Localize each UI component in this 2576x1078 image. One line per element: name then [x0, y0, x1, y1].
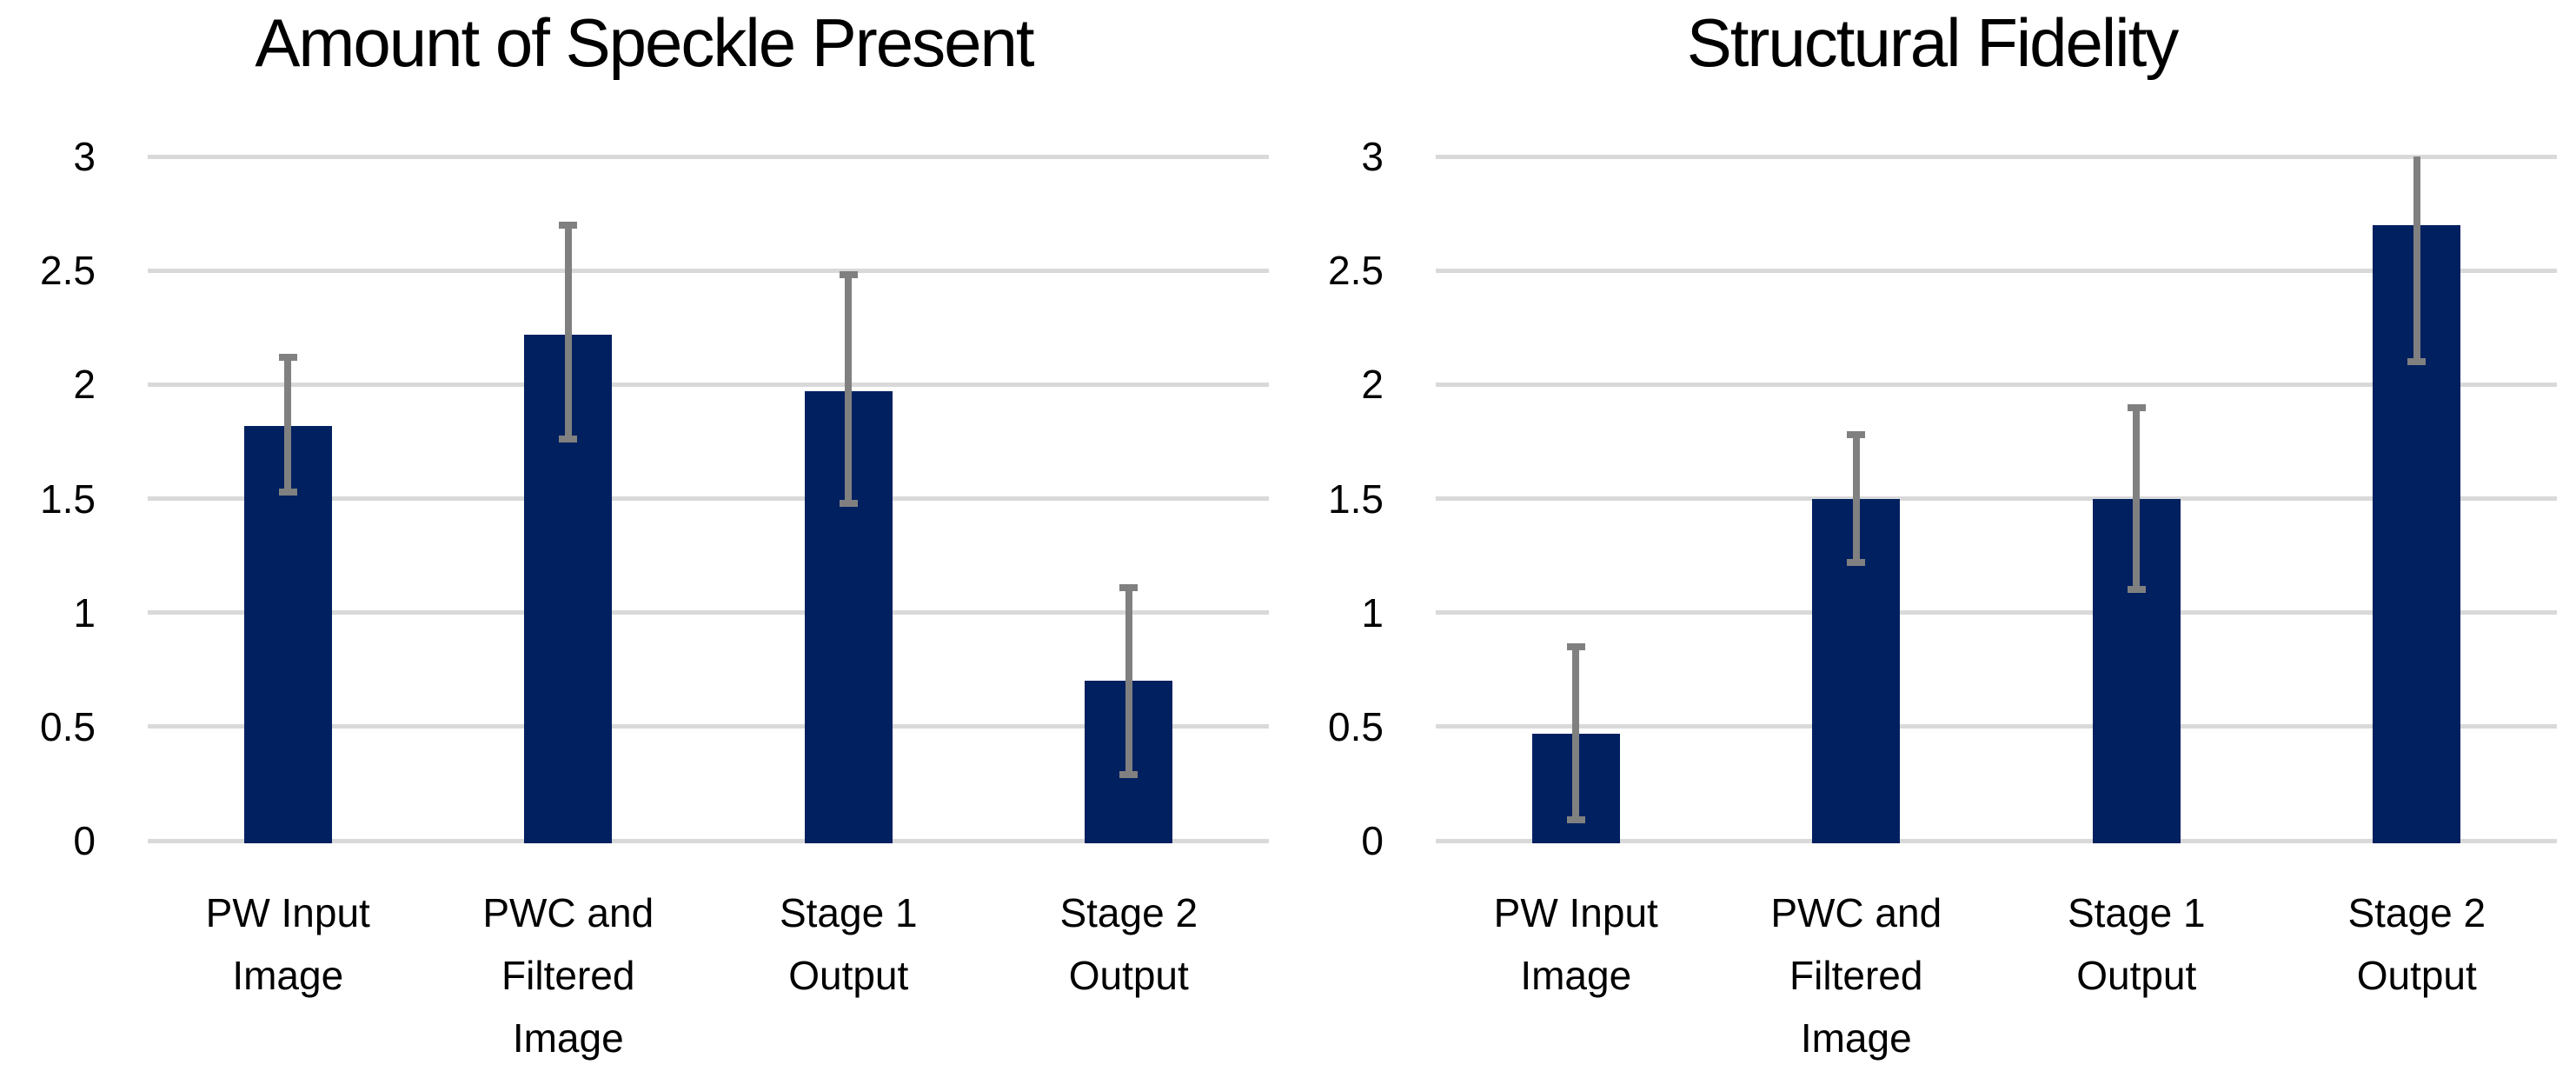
y-axis-tick-label: 1.5	[1328, 476, 1384, 522]
gridline-2.5	[148, 268, 1269, 273]
gridline-0.5	[1436, 724, 2557, 729]
x-axis-category-label-line: Image	[232, 953, 344, 998]
gridline-3	[1436, 154, 2557, 159]
x-axis-category-label-line: Image	[1800, 1015, 1912, 1061]
x-axis-category-label-line: Output	[2076, 953, 2197, 998]
x-axis-category-label-stage-2-output: Stage 2 Output	[989, 882, 1270, 1007]
x-axis-category-label-line: Output	[788, 953, 909, 998]
error-cap-top-pwc-and-filtered-image	[1847, 431, 1866, 439]
error-bar-pw-input-image	[1572, 647, 1580, 821]
gridline-1	[1436, 610, 2557, 616]
error-cap-bottom-stage-2-output	[1119, 770, 1139, 778]
chart-amount-of-speckle: Amount of Speckle Present 0 0.5 1 1.5 2 2.5 3 P…	[40, 4, 1270, 1069]
x-axis-category-label-pwc-and-filtered-image: PWC and Filtered Image	[428, 882, 709, 1069]
x-axis-category-label-line: Image	[1520, 953, 1632, 998]
error-cap-top-stage-1-output	[2127, 403, 2146, 411]
x-axis-category-label-pw-input-image: PW Input Image	[148, 882, 428, 1007]
x-axis-category-label-line: PWC and	[1770, 890, 1942, 935]
y-axis-tick-label: 2	[1361, 362, 1384, 408]
x-axis-category-label-line: Filtered	[1789, 953, 1923, 998]
x-axis-category-label-stage-1-output: Stage 1 Output	[708, 882, 989, 1007]
x-axis-category-label-stage-2-output: Stage 2 Output	[2277, 882, 2558, 1007]
x-axis-category-label-line: PW Input	[1493, 890, 1658, 935]
x-axis-category-label-line: PWC and	[482, 890, 654, 935]
x-axis-category-label-line: Output	[2356, 953, 2477, 998]
error-cap-bottom-pwc-and-filtered-image	[1847, 558, 1866, 566]
gridline-2	[148, 382, 1269, 387]
error-cap-bottom-stage-1-output	[2127, 586, 2146, 594]
chart-structural-fidelity: Structural Fidelity 0 0.5 1 1.5 2 2.5 3 PW Inpu…	[1288, 0, 2576, 1078]
error-bar-stage-1-output	[2133, 407, 2141, 590]
gridline-1.5	[148, 496, 1269, 501]
x-axis-category-label-line: Stage 1	[779, 890, 918, 935]
error-cap-top-stage-1-output	[839, 271, 858, 279]
error-bar-stage-2-output	[2413, 156, 2420, 363]
y-axis-tick-label: 1.5	[40, 476, 96, 522]
gridline-0	[1436, 838, 2557, 843]
error-bar-stage-2-output	[1125, 587, 1132, 775]
x-axis-category-label-line: Stage 2	[2347, 890, 2486, 935]
chart-title: Amount of Speckle Present	[255, 4, 1034, 81]
error-bar-pwc-and-filtered-image	[1852, 435, 1860, 562]
error-cap-top-pw-input-image	[1566, 643, 1585, 651]
y-axis-tick-label: 0	[73, 818, 96, 863]
x-axis-category-label-line: Filtered	[501, 953, 635, 998]
x-axis-category-label-line: Stage 1	[2067, 890, 2206, 935]
x-axis-category-label-line: Output	[1068, 953, 1189, 998]
gridline-1	[148, 610, 1269, 616]
y-axis-tick-label: 3	[73, 134, 96, 179]
x-axis-category-label-line: Stage 2	[1059, 890, 1198, 935]
error-cap-top-pwc-and-filtered-image	[559, 221, 578, 229]
y-axis-tick-label: 2.5	[40, 248, 96, 294]
error-cap-bottom-pwc-and-filtered-image	[559, 436, 578, 443]
y-axis-tick-label: 0	[1361, 818, 1384, 863]
error-cap-bottom-pw-input-image	[278, 488, 297, 496]
gridline-2	[1436, 382, 2557, 387]
y-axis-tick-label: 2.5	[1328, 248, 1384, 294]
x-axis-category-label-pwc-and-filtered-image: PWC and Filtered Image	[1716, 882, 1997, 1069]
error-cap-bottom-stage-2-output	[2407, 358, 2427, 366]
chart-title: Structural Fidelity	[1686, 4, 2180, 81]
x-axis-category-label-pw-input-image: PW Input Image	[1436, 882, 1716, 1007]
y-axis-tick-label: 0.5	[1328, 703, 1384, 749]
gridline-3	[148, 154, 1269, 159]
error-cap-top-stage-2-output	[1119, 583, 1139, 591]
error-bar-pw-input-image	[284, 356, 292, 492]
error-bar-pwc-and-filtered-image	[564, 224, 572, 440]
error-cap-top-pw-input-image	[278, 353, 297, 361]
gridline-1.5	[1436, 496, 2557, 501]
error-cap-bottom-pw-input-image	[1566, 816, 1585, 824]
error-bar-stage-1-output	[845, 275, 853, 503]
y-axis-tick-label: 1	[73, 589, 96, 635]
x-axis-category-label-stage-1-output: Stage 1 Output	[1996, 882, 2277, 1007]
x-axis-category-label-line: PW Input	[205, 890, 370, 935]
y-axis-tick-label: 1	[1361, 589, 1384, 635]
gridline-0.5	[148, 724, 1269, 729]
gridline-0	[148, 838, 1269, 843]
y-axis-tick-label: 0.5	[40, 703, 96, 749]
error-cap-bottom-stage-1-output	[839, 499, 858, 507]
y-axis-tick-label: 3	[1361, 134, 1384, 179]
x-axis-category-label-line: Image	[512, 1015, 624, 1061]
gridline-2.5	[1436, 268, 2557, 273]
y-axis-tick-label: 2	[73, 362, 96, 408]
